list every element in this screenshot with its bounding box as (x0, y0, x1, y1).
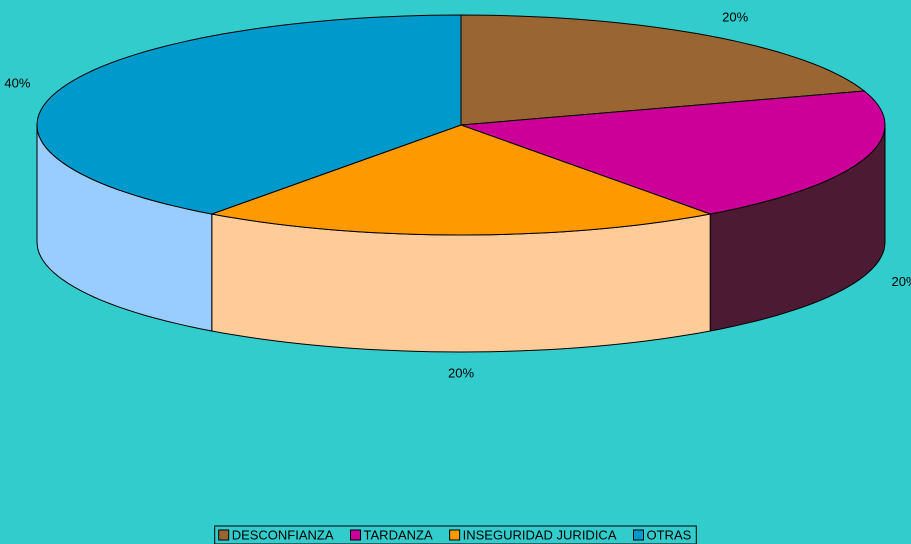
data-label: 40% (4, 76, 30, 91)
slice (36, 14, 462, 215)
data-label: 20% (448, 365, 474, 380)
legend-swatch (449, 529, 461, 541)
legend (214, 525, 697, 544)
legend-label: INSEGURIDAD JURIDICA (463, 527, 617, 542)
data-label: 20% (892, 274, 911, 289)
legend-label: OTRAS (647, 527, 692, 542)
legend-label: TARDANZA (364, 527, 433, 542)
legend-swatch (350, 529, 362, 541)
slice (209, 124, 713, 236)
slice (460, 14, 866, 126)
slice (460, 90, 886, 215)
legend-swatch (633, 529, 645, 541)
data-label: 20% (722, 10, 748, 25)
legend-swatch (218, 529, 230, 541)
legend-label: DESCONFIANZA (232, 527, 334, 542)
